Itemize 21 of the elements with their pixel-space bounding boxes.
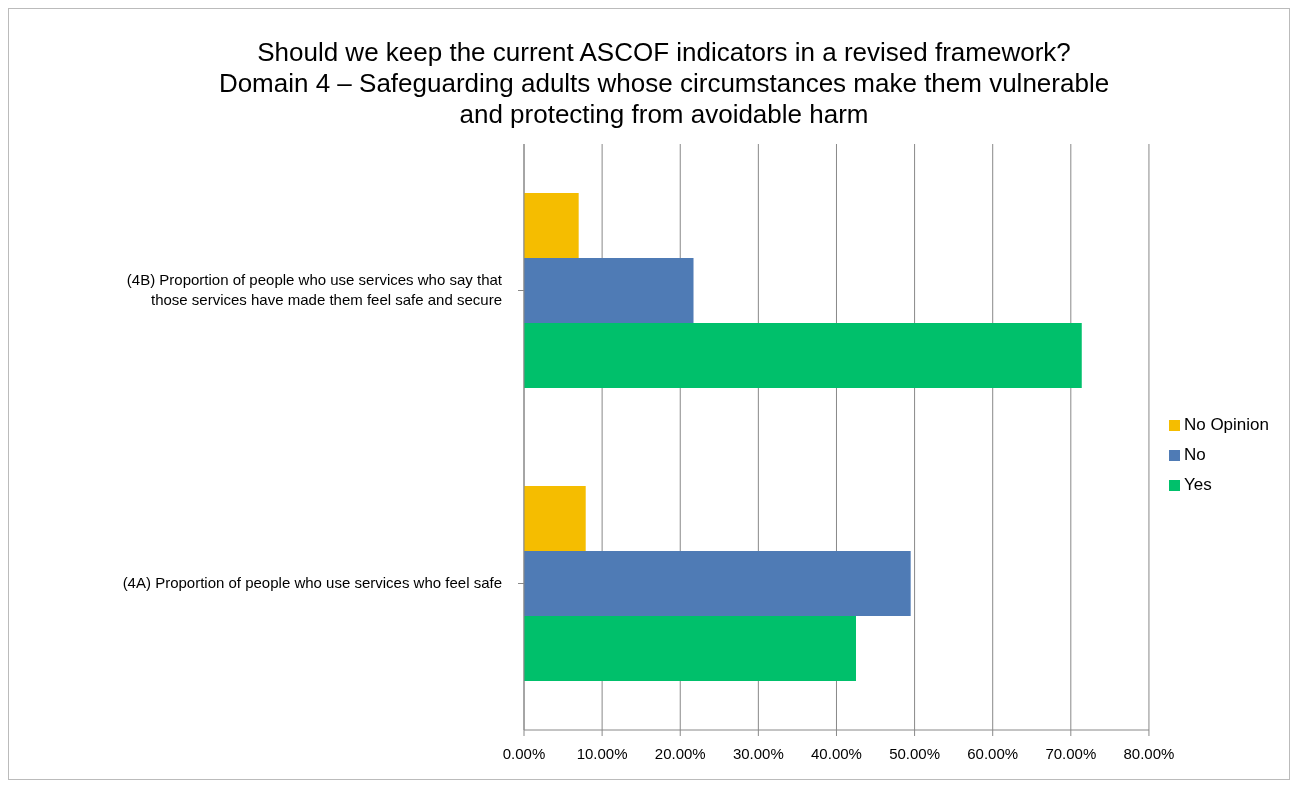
bar	[524, 258, 694, 323]
y-tick-label: (4B) Proportion of people who use services who say that those services have made them feel safe and secure	[126, 270, 503, 308]
legend-label: No Opinion	[1183, 415, 1269, 434]
x-tick-label: 0.00%	[502, 744, 546, 762]
bar	[524, 486, 586, 551]
bar	[524, 323, 1082, 388]
bar	[524, 551, 911, 616]
legend-label: Yes	[1183, 475, 1212, 494]
legend-label: No	[1183, 445, 1206, 464]
x-tick-label: 80.00%	[1123, 744, 1175, 762]
x-tick-label: 70.00%	[1045, 744, 1097, 762]
x-tick-label: 50.00%	[889, 744, 941, 762]
x-tick-label: 20.00%	[654, 744, 706, 762]
x-tick-label: 10.00%	[576, 744, 628, 762]
bar	[524, 193, 579, 258]
x-tick-label: 30.00%	[732, 744, 784, 762]
x-tick-label: 60.00%	[967, 744, 1019, 762]
bar	[524, 616, 856, 681]
y-tick-label: (4A) Proportion of people who use services who feel safe	[122, 573, 502, 591]
x-tick-label: 40.00%	[811, 744, 862, 762]
chart-title: Should we keep the current ASCOF indicators in a revised framework? Domain 4 – Safeguarding adults whose circumstances make them vulnerable and protecting from avoidable harm	[217, 37, 1111, 130]
